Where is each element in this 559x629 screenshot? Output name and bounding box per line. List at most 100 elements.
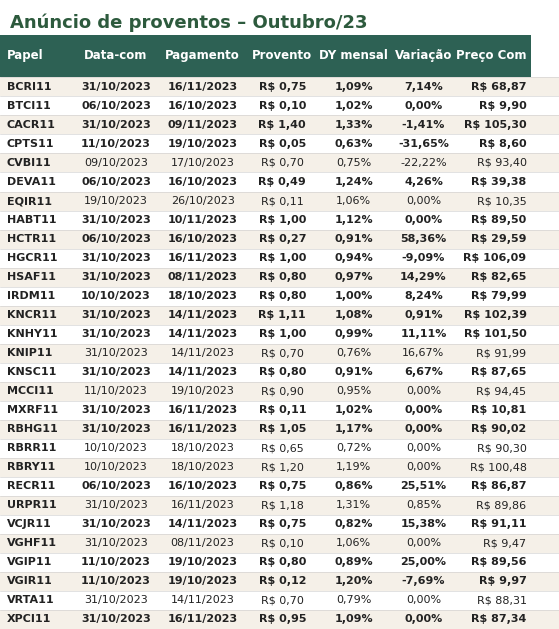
- Text: R$ 1,11: R$ 1,11: [258, 310, 306, 320]
- Text: R$ 94,45: R$ 94,45: [476, 386, 527, 396]
- Text: 0,89%: 0,89%: [334, 557, 373, 567]
- Text: R$ 9,90: R$ 9,90: [479, 101, 527, 111]
- Text: RECR11: RECR11: [7, 481, 55, 491]
- Bar: [0, 572, 559, 591]
- Text: 0,00%: 0,00%: [406, 386, 441, 396]
- Text: CPTS11: CPTS11: [7, 139, 54, 149]
- Bar: [0, 363, 559, 382]
- Bar: [0, 343, 559, 363]
- Text: 14/11/2023: 14/11/2023: [168, 329, 238, 339]
- Bar: [0, 153, 559, 172]
- Text: 0,00%: 0,00%: [404, 425, 443, 434]
- Text: R$ 0,80: R$ 0,80: [259, 272, 306, 282]
- Text: 31/10/2023: 31/10/2023: [81, 615, 151, 625]
- Text: 10/10/2023: 10/10/2023: [84, 462, 148, 472]
- Text: 0,91%: 0,91%: [334, 367, 373, 377]
- Text: 11/10/2023: 11/10/2023: [81, 139, 151, 149]
- Text: KNHY11: KNHY11: [7, 329, 57, 339]
- Bar: [0, 553, 559, 572]
- Text: R$ 91,99: R$ 91,99: [476, 348, 527, 358]
- Text: 31/10/2023: 31/10/2023: [81, 310, 151, 320]
- Text: R$ 91,11: R$ 91,11: [471, 520, 527, 530]
- Text: 06/10/2023: 06/10/2023: [81, 101, 151, 111]
- Text: URPR11: URPR11: [7, 500, 56, 510]
- Text: 31/10/2023: 31/10/2023: [81, 405, 151, 415]
- Bar: [246, 35, 319, 77]
- Text: VGIR11: VGIR11: [7, 576, 53, 586]
- Text: 14/11/2023: 14/11/2023: [170, 596, 235, 606]
- Text: 31/10/2023: 31/10/2023: [84, 500, 148, 510]
- Text: R$ 88,31: R$ 88,31: [477, 596, 527, 606]
- Text: 0,00%: 0,00%: [404, 405, 443, 415]
- Text: 17/10/2023: 17/10/2023: [170, 158, 235, 168]
- Text: 1,06%: 1,06%: [336, 538, 371, 548]
- Text: 16/11/2023: 16/11/2023: [168, 253, 238, 263]
- Text: 0,75%: 0,75%: [336, 158, 371, 168]
- Text: 1,09%: 1,09%: [334, 615, 373, 625]
- Text: -1,41%: -1,41%: [402, 120, 445, 130]
- Text: 31/10/2023: 31/10/2023: [81, 253, 151, 263]
- Text: 19/10/2023: 19/10/2023: [168, 576, 238, 586]
- Text: 31/10/2023: 31/10/2023: [81, 329, 151, 339]
- Bar: [0, 172, 559, 191]
- Text: 0,91%: 0,91%: [334, 234, 373, 244]
- Text: 19/10/2023: 19/10/2023: [168, 139, 238, 149]
- Bar: [0, 610, 559, 629]
- Text: R$ 1,00: R$ 1,00: [259, 329, 306, 339]
- Text: 18/10/2023: 18/10/2023: [168, 291, 238, 301]
- Text: 8,24%: 8,24%: [404, 291, 443, 301]
- Text: 06/10/2023: 06/10/2023: [81, 177, 151, 187]
- Text: R$ 0,11: R$ 0,11: [259, 405, 306, 415]
- Text: 1,02%: 1,02%: [334, 405, 373, 415]
- Text: 16/10/2023: 16/10/2023: [168, 234, 238, 244]
- Text: HGCR11: HGCR11: [7, 253, 57, 263]
- Text: R$ 0,49: R$ 0,49: [258, 177, 306, 187]
- Text: R$ 1,40: R$ 1,40: [258, 120, 306, 130]
- Text: R$ 0,80: R$ 0,80: [259, 291, 306, 301]
- Text: 16/11/2023: 16/11/2023: [168, 615, 238, 625]
- Text: RBRY11: RBRY11: [7, 462, 55, 472]
- Text: 16/10/2023: 16/10/2023: [168, 101, 238, 111]
- Text: 1,17%: 1,17%: [334, 425, 373, 434]
- Text: 14/11/2023: 14/11/2023: [168, 367, 238, 377]
- Text: 0,79%: 0,79%: [336, 596, 371, 606]
- Text: Pagamento: Pagamento: [165, 50, 240, 62]
- Text: 31/10/2023: 31/10/2023: [84, 348, 148, 358]
- Bar: [0, 458, 559, 477]
- Text: -22,22%: -22,22%: [400, 158, 447, 168]
- Text: HCTR11: HCTR11: [7, 234, 56, 244]
- Text: Provento: Provento: [252, 50, 312, 62]
- Text: R$ 10,35: R$ 10,35: [477, 196, 527, 206]
- Text: 09/10/2023: 09/10/2023: [84, 158, 148, 168]
- Text: 7,14%: 7,14%: [404, 82, 443, 92]
- Text: R$ 68,87: R$ 68,87: [471, 82, 527, 92]
- Text: 1,00%: 1,00%: [334, 291, 373, 301]
- Text: 1,06%: 1,06%: [336, 196, 371, 206]
- Bar: [0, 96, 559, 116]
- Text: -31,65%: -31,65%: [398, 139, 449, 149]
- Bar: [0, 439, 559, 458]
- Bar: [0, 515, 559, 534]
- Text: 1,33%: 1,33%: [334, 120, 373, 130]
- Text: 1,19%: 1,19%: [336, 462, 371, 472]
- Text: R$ 87,34: R$ 87,34: [471, 615, 527, 625]
- Text: R$ 8,60: R$ 8,60: [479, 139, 527, 149]
- Text: 0,00%: 0,00%: [406, 596, 441, 606]
- Text: R$ 0,80: R$ 0,80: [259, 557, 306, 567]
- Text: 10/11/2023: 10/11/2023: [168, 215, 238, 225]
- Bar: [0, 135, 559, 153]
- Text: 25,51%: 25,51%: [400, 481, 447, 491]
- Text: R$ 1,00: R$ 1,00: [259, 215, 306, 225]
- Text: 18/10/2023: 18/10/2023: [170, 443, 235, 454]
- Text: R$ 0,70: R$ 0,70: [261, 158, 304, 168]
- Bar: [458, 35, 531, 77]
- Text: R$ 39,38: R$ 39,38: [471, 177, 527, 187]
- Text: 6,67%: 6,67%: [404, 367, 443, 377]
- Bar: [0, 191, 559, 211]
- Text: KNCR11: KNCR11: [7, 310, 56, 320]
- Text: R$ 89,50: R$ 89,50: [471, 215, 527, 225]
- Text: 31/10/2023: 31/10/2023: [81, 425, 151, 434]
- Text: 0,00%: 0,00%: [404, 215, 443, 225]
- Text: 18/10/2023: 18/10/2023: [170, 462, 235, 472]
- Text: R$ 93,40: R$ 93,40: [477, 158, 527, 168]
